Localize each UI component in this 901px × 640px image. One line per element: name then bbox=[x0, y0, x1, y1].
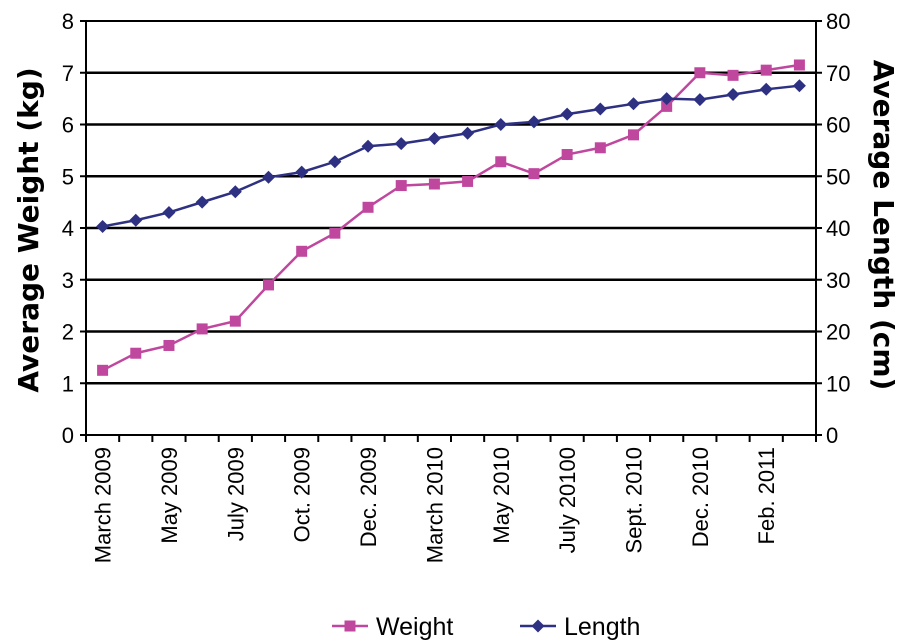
length-point bbox=[461, 126, 475, 140]
length-point bbox=[726, 87, 740, 101]
weight-point bbox=[628, 129, 639, 141]
length-point bbox=[593, 102, 607, 116]
x-tick-label: Feb. 2011 bbox=[754, 447, 779, 544]
gridlines bbox=[86, 71, 816, 385]
weight-point bbox=[97, 364, 109, 376]
weight-point bbox=[296, 245, 308, 257]
x-tick-label: May 2010 bbox=[489, 447, 514, 544]
weight-point bbox=[528, 168, 540, 180]
length-point bbox=[129, 213, 143, 227]
weight-point bbox=[428, 178, 440, 190]
right-tick-label: 70 bbox=[826, 61, 850, 86]
left-tick-label: 0 bbox=[62, 423, 74, 448]
right-tick-label: 10 bbox=[826, 371, 850, 396]
right-tick-label: 30 bbox=[826, 268, 850, 293]
legend-marker bbox=[531, 619, 545, 633]
length-point bbox=[394, 137, 408, 151]
right-axis-title: Average Length (cm) bbox=[867, 60, 900, 391]
length-line bbox=[102, 84, 800, 228]
left-tick-label: 5 bbox=[62, 164, 74, 189]
weight-point bbox=[594, 142, 606, 154]
x-tick-label: May 2009 bbox=[157, 447, 182, 544]
weight-point bbox=[263, 279, 274, 291]
weight-point bbox=[495, 156, 507, 168]
length-point bbox=[693, 93, 707, 107]
left-axis-title: Average Weight (kg) bbox=[12, 67, 45, 392]
legend-item-length: Length bbox=[520, 613, 640, 640]
left-tick-label: 3 bbox=[62, 268, 74, 293]
right-tick-label: 60 bbox=[826, 113, 850, 138]
right-tick-label: 40 bbox=[826, 216, 850, 241]
length-point bbox=[527, 115, 541, 129]
length-point bbox=[295, 165, 309, 179]
left-tick-label: 2 bbox=[62, 320, 74, 345]
left-tick-label: 4 bbox=[62, 216, 74, 241]
weight-point bbox=[661, 100, 673, 112]
x-tick-label: Sept. 2010 bbox=[622, 447, 647, 553]
weight-point bbox=[196, 323, 208, 335]
x-ticks bbox=[85, 435, 817, 442]
x-tick-label: March 2009 bbox=[91, 447, 116, 563]
left-tick-label: 1 bbox=[62, 371, 74, 396]
length-point bbox=[560, 107, 574, 121]
legend-label: Weight bbox=[376, 613, 453, 640]
legend-marker bbox=[344, 620, 356, 632]
right-y-ticks: 0 10 20 30 40 50 60 70 80 bbox=[816, 9, 850, 448]
length-point bbox=[792, 79, 806, 93]
length-point bbox=[328, 155, 342, 169]
weight-point bbox=[229, 315, 241, 327]
length-point bbox=[195, 195, 209, 209]
x-tick-label: Dec. 2009 bbox=[356, 447, 381, 547]
weight-point bbox=[462, 175, 474, 187]
legend: Weight Length bbox=[332, 613, 640, 640]
series-layer bbox=[96, 59, 806, 376]
legend-label: Length bbox=[564, 613, 640, 640]
weight-point bbox=[329, 227, 341, 239]
series-weight bbox=[97, 59, 805, 376]
weight-point bbox=[760, 64, 772, 76]
length-point bbox=[228, 185, 242, 199]
weight-point bbox=[163, 339, 175, 351]
weight-point bbox=[727, 69, 739, 81]
length-point bbox=[427, 131, 441, 145]
weight-point bbox=[130, 347, 142, 359]
left-tick-label: 8 bbox=[62, 9, 74, 34]
weight-point bbox=[793, 59, 805, 71]
length-point bbox=[262, 170, 275, 184]
length-point bbox=[660, 92, 674, 106]
weight-point bbox=[362, 201, 374, 213]
length-point bbox=[759, 82, 773, 96]
x-tick-label: July 20100 bbox=[555, 447, 580, 553]
right-tick-label: 0 bbox=[826, 423, 838, 448]
length-point bbox=[627, 97, 640, 111]
x-tick-label: Dec. 2010 bbox=[688, 447, 713, 547]
weight-point bbox=[561, 149, 573, 161]
left-y-ticks: 0 1 2 3 4 5 6 7 8 bbox=[62, 9, 86, 448]
x-tick-label: July 2009 bbox=[223, 447, 248, 541]
weight-point bbox=[694, 67, 706, 79]
legend-item-weight: Weight bbox=[332, 613, 453, 640]
left-tick-label: 7 bbox=[62, 61, 74, 86]
right-tick-label: 20 bbox=[826, 320, 850, 345]
right-tick-label: 50 bbox=[826, 164, 850, 189]
length-point bbox=[162, 205, 176, 219]
weight-point bbox=[395, 180, 407, 192]
weight-line bbox=[102, 63, 800, 372]
x-tick-label: March 2010 bbox=[422, 447, 447, 563]
x-tick-labels: March 2009 May 2009 July 2009 Oct. 2009 Dec.… bbox=[91, 447, 780, 563]
series-length bbox=[96, 79, 806, 233]
length-point bbox=[494, 118, 508, 131]
x-tick-label: Oct. 2009 bbox=[290, 447, 315, 542]
length-point bbox=[96, 219, 110, 233]
left-tick-label: 6 bbox=[62, 113, 74, 138]
right-tick-label: 80 bbox=[826, 9, 850, 34]
length-point bbox=[361, 139, 375, 153]
